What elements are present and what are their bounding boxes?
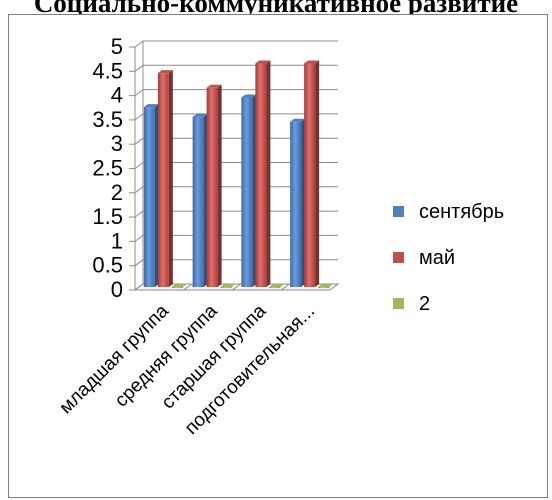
bar-top	[290, 118, 306, 122]
y-tick-label: 0	[111, 277, 123, 302]
bar-front	[157, 73, 169, 287]
y-tick-label: 0.5	[92, 253, 123, 278]
bar-top	[157, 70, 173, 74]
legend-swatch	[393, 252, 404, 263]
y-tick-label: 1	[111, 228, 123, 253]
bar-side	[217, 84, 222, 288]
bar-май-2	[255, 60, 271, 287]
bar-front	[304, 63, 316, 287]
bar-side	[266, 60, 271, 287]
gridline-side	[134, 137, 144, 145]
gridline-side	[134, 40, 144, 48]
bar-май-3	[304, 60, 320, 287]
bar-top	[304, 60, 320, 64]
bar-top	[206, 84, 222, 88]
legend-label: сентябрь	[419, 201, 504, 223]
bar-top	[255, 60, 271, 64]
bar-top	[171, 284, 187, 287]
gridline-side	[134, 259, 144, 267]
bar-top	[143, 104, 159, 108]
bar-front	[290, 121, 302, 287]
bar-2-0	[171, 284, 187, 288]
bar-сентябрь-2	[241, 94, 257, 288]
bar-top	[220, 284, 236, 287]
y-tick-label: 3	[111, 131, 123, 156]
legend-label: май	[419, 247, 455, 269]
bar-2-2	[269, 284, 285, 288]
gridline-side	[134, 162, 144, 169]
bar-front	[220, 287, 232, 288]
y-tick-label: 3.5	[92, 107, 123, 132]
page-title: Социально-коммуникативное развитие	[33, 0, 519, 18]
gridline-side	[134, 283, 144, 291]
gridline-side	[134, 113, 144, 121]
bar-май-1	[206, 84, 222, 288]
bar-front	[241, 97, 253, 288]
bar-2-3	[318, 284, 334, 288]
gridline-side	[134, 186, 144, 194]
legend-swatch	[393, 206, 404, 217]
gridline-side	[134, 89, 144, 96]
bar-front	[143, 107, 155, 288]
y-tick-label: 2.5	[92, 156, 123, 181]
bar-top	[192, 113, 208, 117]
bar-front	[269, 287, 281, 288]
legend-item: 2	[393, 293, 430, 315]
category-separator	[183, 283, 193, 291]
bar-май-0	[157, 70, 173, 287]
bar-front	[171, 287, 183, 288]
y-tick-label: 4	[111, 83, 123, 108]
bar-front	[192, 116, 204, 288]
bar-side	[168, 70, 173, 287]
y-tick-label: 2	[111, 180, 123, 205]
bar-сентябрь-3	[290, 118, 306, 287]
gridline-side	[134, 210, 144, 218]
bar-сентябрь-1	[192, 113, 208, 288]
bar-front	[206, 87, 218, 288]
bar-сентябрь-0	[143, 104, 159, 288]
gridline-side	[134, 64, 144, 72]
legend-item: сентябрь	[393, 201, 504, 223]
bar-top	[241, 94, 257, 98]
bar-top	[269, 284, 285, 287]
bar-top	[318, 284, 334, 287]
gridline-side	[134, 234, 144, 242]
bar-front	[255, 63, 267, 287]
bar-2-1	[220, 284, 236, 288]
chart-area	[8, 14, 548, 498]
y-tick-label: 5	[111, 34, 123, 59]
category-separator	[280, 283, 290, 291]
legend-item: май	[393, 247, 455, 269]
legend-swatch	[393, 298, 404, 309]
y-tick-label: 1.5	[92, 204, 123, 229]
bar-side	[315, 60, 320, 287]
y-tick-label: 4.5	[92, 58, 123, 83]
legend-label: 2	[419, 293, 430, 315]
category-separator	[232, 283, 241, 291]
bar-front	[318, 287, 330, 288]
